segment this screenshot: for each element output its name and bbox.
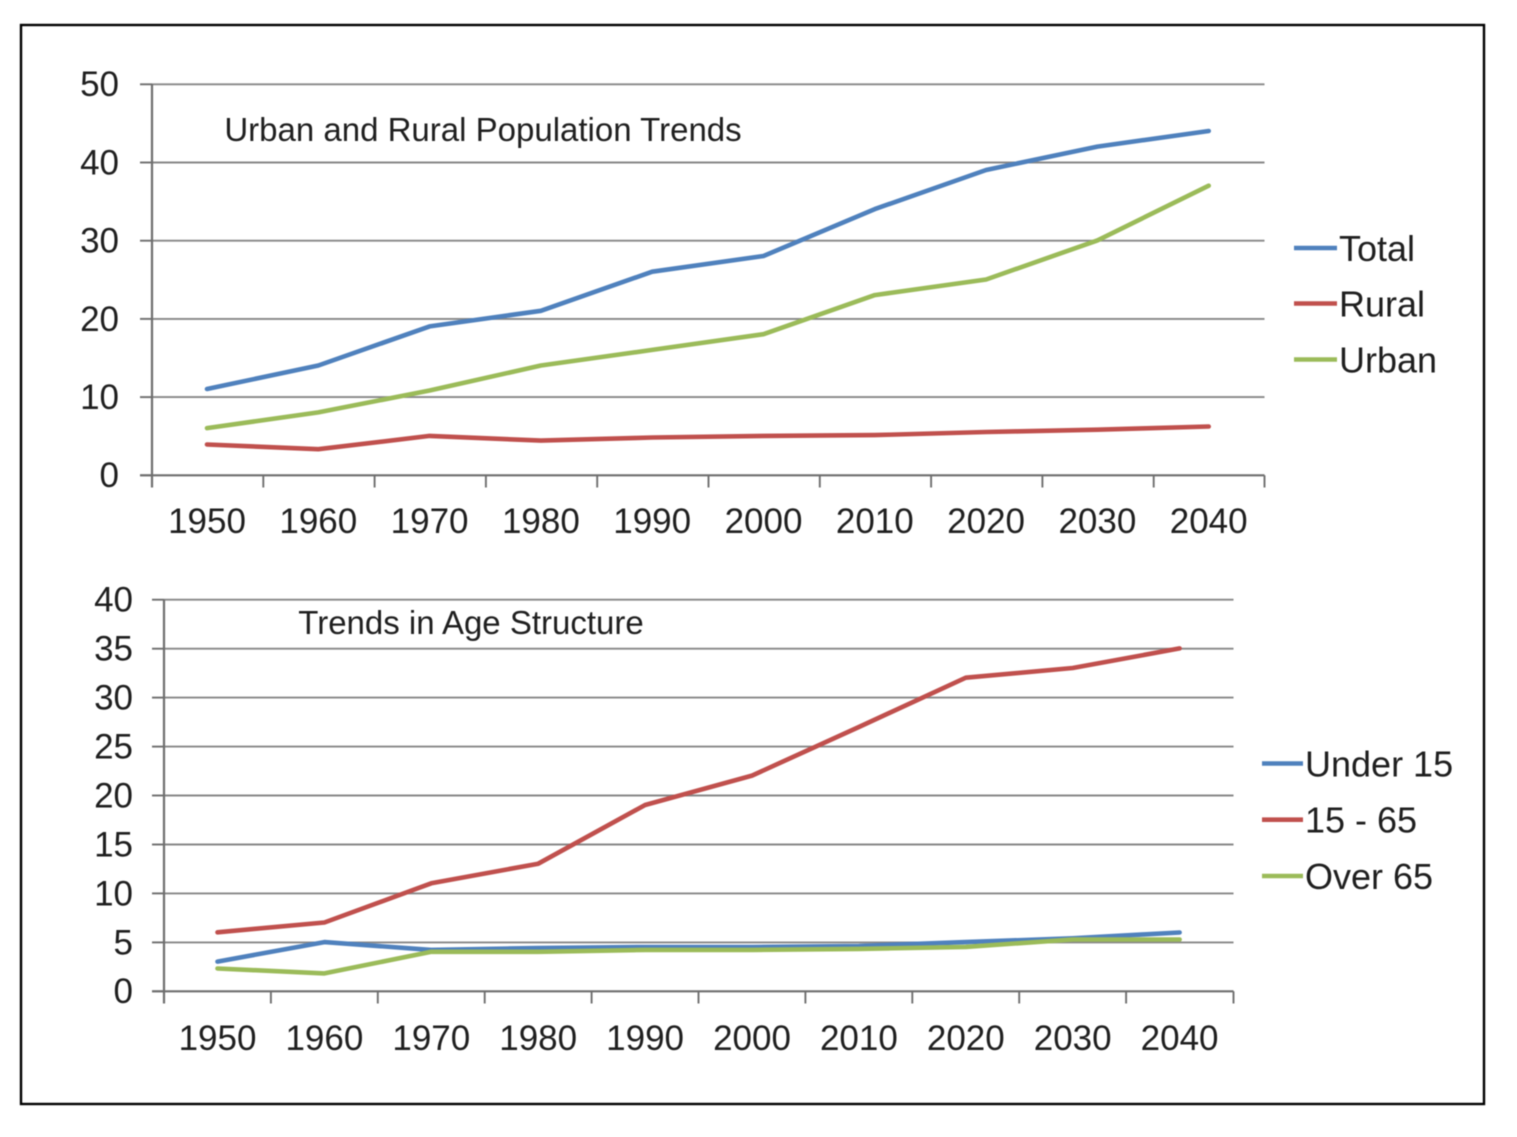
svg-text:Urban and Rural Population Tre: Urban and Rural Population Trends (224, 111, 741, 148)
svg-text:2030: 2030 (1058, 502, 1136, 541)
svg-text:Total: Total (1339, 228, 1415, 269)
svg-text:1950: 1950 (168, 502, 246, 541)
svg-text:2000: 2000 (725, 502, 803, 541)
svg-text:20: 20 (94, 776, 133, 815)
svg-text:0: 0 (100, 456, 119, 495)
svg-text:10: 10 (94, 874, 133, 913)
svg-text:1990: 1990 (606, 1019, 684, 1058)
svg-text:Urban: Urban (1339, 340, 1437, 381)
svg-text:2030: 2030 (1034, 1019, 1112, 1058)
svg-text:1990: 1990 (613, 502, 691, 541)
svg-text:2000: 2000 (713, 1019, 791, 1058)
svg-text:5: 5 (114, 923, 133, 962)
svg-text:30: 30 (80, 222, 119, 261)
svg-text:2040: 2040 (1141, 1019, 1219, 1058)
svg-text:20: 20 (80, 300, 119, 339)
svg-text:15 - 65: 15 - 65 (1305, 800, 1417, 841)
svg-text:10: 10 (80, 378, 119, 417)
svg-text:Trends in Age Structure: Trends in Age Structure (298, 604, 643, 641)
svg-text:2040: 2040 (1170, 502, 1248, 541)
svg-text:0: 0 (114, 972, 133, 1011)
svg-text:40: 40 (80, 143, 119, 182)
svg-text:35: 35 (94, 630, 133, 669)
svg-text:2010: 2010 (820, 1019, 898, 1058)
svg-text:40: 40 (94, 581, 133, 620)
svg-text:1970: 1970 (392, 1019, 470, 1058)
svg-text:Under 15: Under 15 (1305, 744, 1453, 785)
svg-text:1950: 1950 (179, 1019, 257, 1058)
svg-text:Over 65: Over 65 (1305, 856, 1433, 897)
svg-text:Rural: Rural (1339, 284, 1425, 325)
svg-text:1980: 1980 (499, 1019, 577, 1058)
svg-text:30: 30 (94, 679, 133, 718)
svg-text:2010: 2010 (836, 502, 914, 541)
svg-text:1970: 1970 (391, 502, 469, 541)
svg-text:1980: 1980 (502, 502, 580, 541)
svg-text:2020: 2020 (947, 502, 1025, 541)
svg-text:1960: 1960 (279, 502, 357, 541)
svg-text:25: 25 (94, 728, 133, 767)
svg-text:50: 50 (80, 65, 119, 104)
svg-text:1960: 1960 (285, 1019, 363, 1058)
svg-text:2020: 2020 (927, 1019, 1005, 1058)
svg-text:15: 15 (94, 825, 133, 864)
